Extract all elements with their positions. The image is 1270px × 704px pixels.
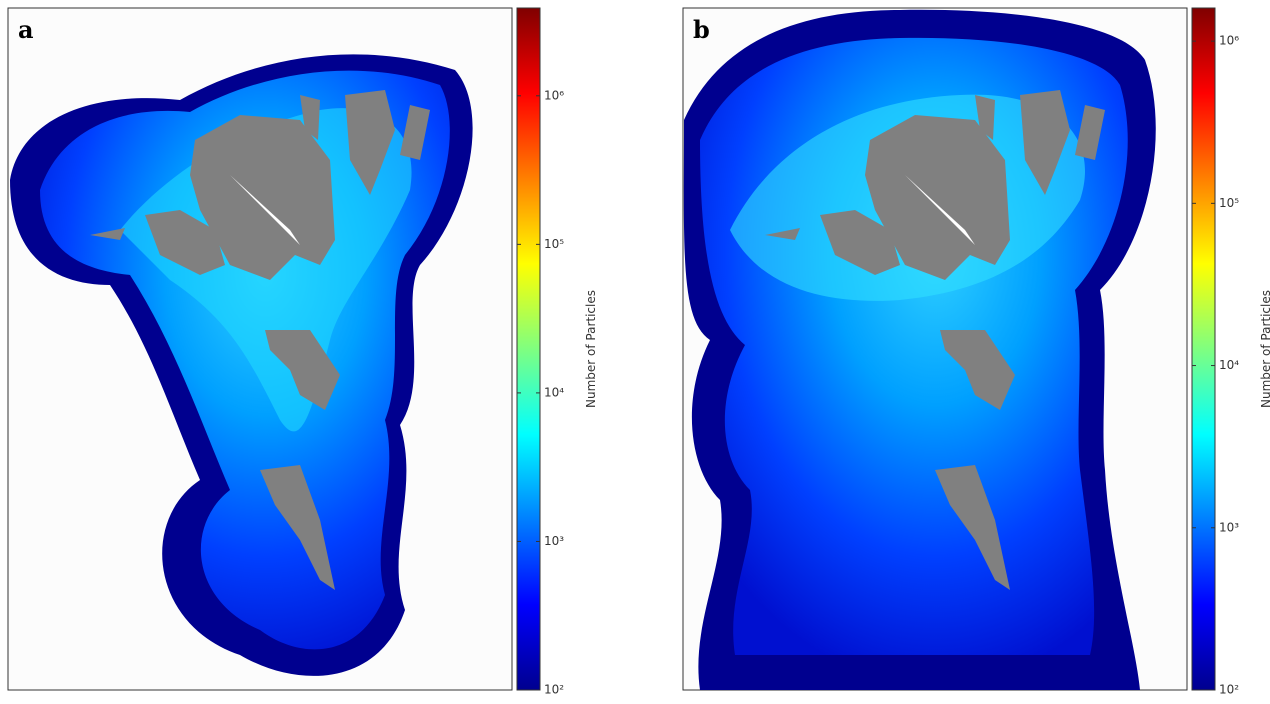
colorbar-tick-label: 10³ (1219, 520, 1239, 534)
colorbar-tick-label: 10⁵ (544, 237, 564, 251)
panel-letter: a (18, 15, 34, 44)
colorbar-scale (516, 7, 541, 691)
panel-letter: b (693, 15, 710, 44)
colorbar-tick-label: 10² (1219, 683, 1239, 697)
colorbar-tick-label: 10² (544, 683, 564, 697)
colorbar-scale (1191, 7, 1216, 691)
colorbar-tick-label: 10³ (544, 534, 564, 548)
colorbar: 10² 10³ 10⁴ 10⁵ 10⁶ Number of Particles (516, 7, 598, 697)
colorbar-tick-label: 10⁵ (1219, 196, 1239, 210)
colorbar-tick-label: 10⁴ (1219, 358, 1239, 372)
colorbar-tick-label: 10⁶ (544, 88, 564, 102)
colorbar-label: Number of Particles (1259, 290, 1270, 408)
map-panel-a: a (7, 7, 513, 691)
colorbar-label: Number of Particles (584, 290, 598, 408)
colorbar-tick-label: 10⁶ (1219, 34, 1239, 48)
map-panel-b: b (682, 7, 1188, 691)
colorbar: 10² 10³ 10⁴ 10⁵ 10⁶ Number of Particles (1191, 7, 1270, 697)
colorbar-tick-label: 10⁴ (544, 385, 564, 399)
